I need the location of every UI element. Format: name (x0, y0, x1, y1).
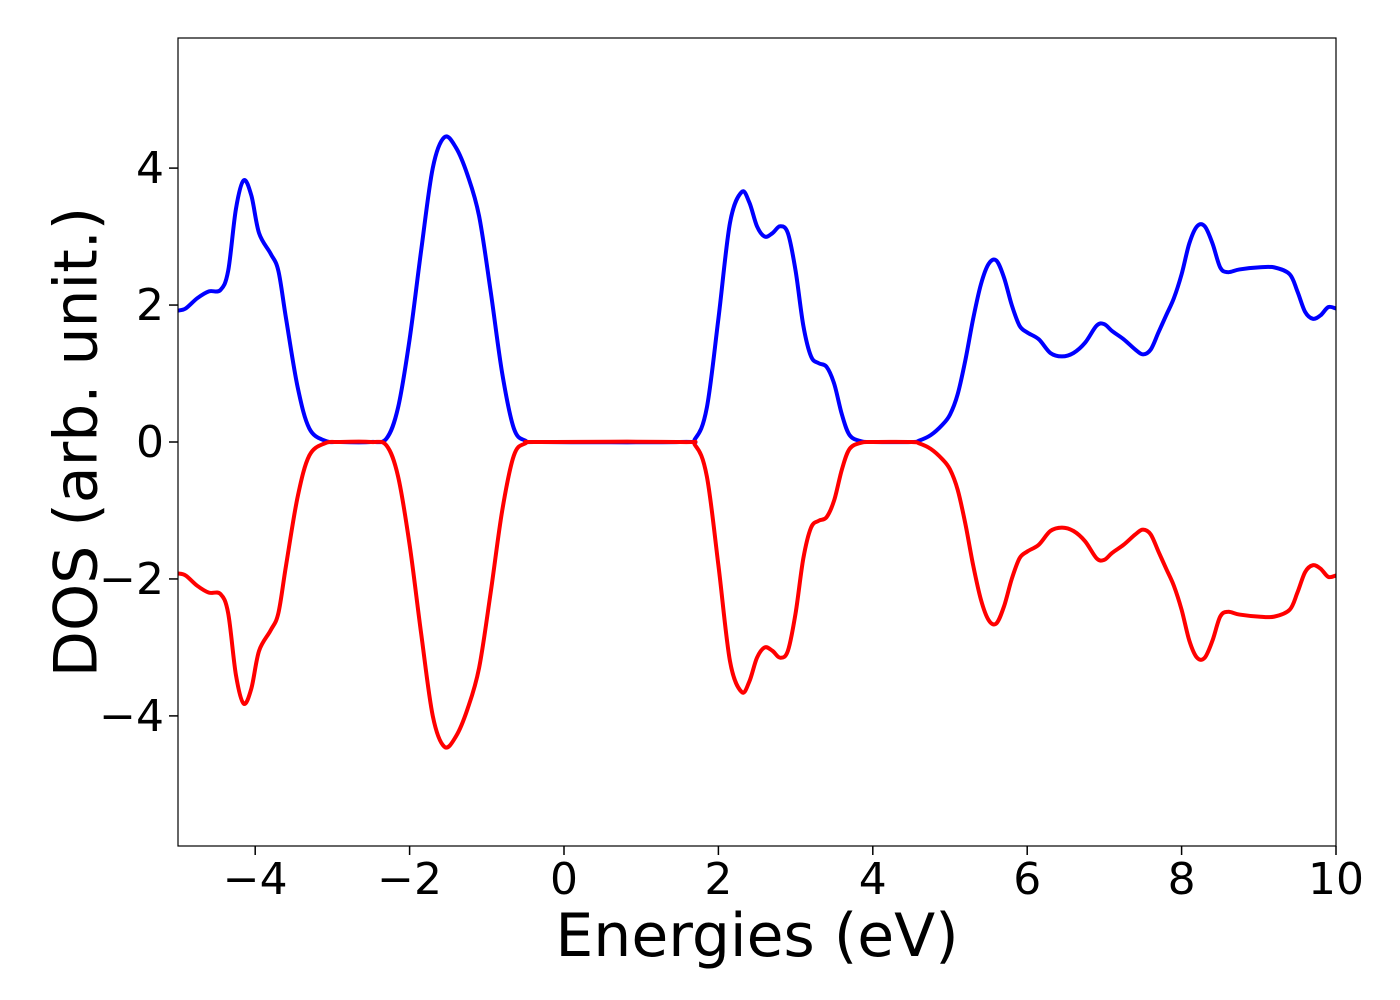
series-layer (178, 134, 1336, 750)
y-tick-label: −2 (99, 554, 164, 605)
y-tick-label: −4 (99, 691, 164, 742)
series-line-positive (178, 134, 1336, 445)
x-tick-label: 6 (1013, 854, 1041, 905)
x-tick-label: −2 (377, 854, 442, 905)
x-tick-label: −4 (223, 854, 288, 905)
x-tick-label: 4 (859, 854, 887, 905)
x-tick-label: 0 (550, 854, 578, 905)
y-tick-label: 4 (136, 143, 164, 194)
x-axis-label: Energies (eV) (555, 901, 958, 971)
y-axis-label: DOS (arb. unit.) (42, 207, 112, 677)
y-axis-ticks: −4 −2 0 2 4 (99, 143, 178, 742)
x-tick-label: 8 (1168, 854, 1196, 905)
y-tick-label: 2 (136, 280, 164, 331)
series-line-negative (178, 439, 1336, 750)
y-tick-label: 0 (136, 417, 164, 468)
x-tick-label: 10 (1308, 854, 1364, 905)
x-tick-label: 2 (704, 854, 732, 905)
x-axis-ticks: −4 −2 0 2 4 6 8 10 (223, 846, 1364, 905)
